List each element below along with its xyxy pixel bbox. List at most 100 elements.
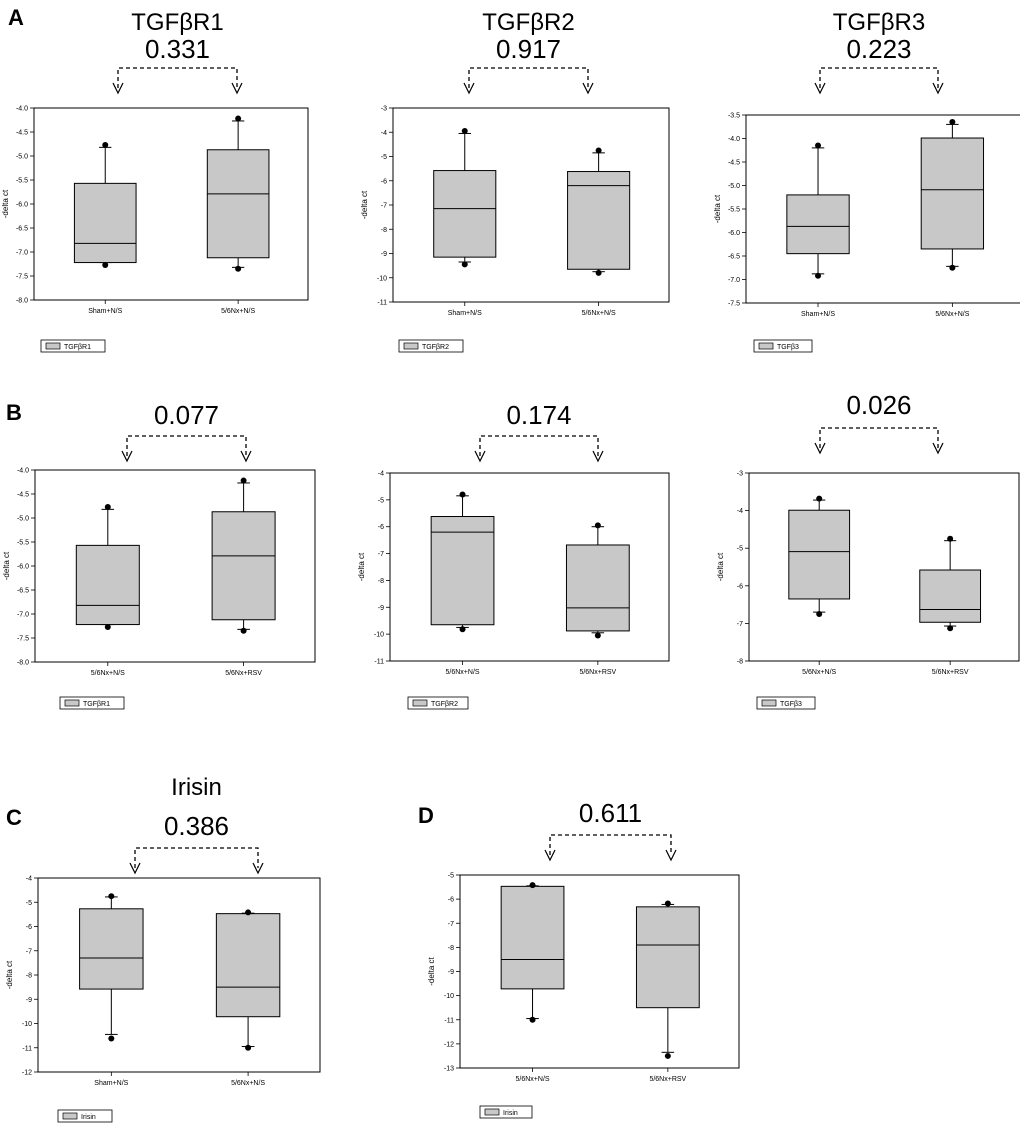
chart-1: TGFβR10.331-8.0-7.5-7.0-6.5-6.0-5.5-5.0-… xyxy=(1,9,309,353)
comparison-arrowhead-1 xyxy=(129,862,141,875)
y-tick-label: -4.0 xyxy=(728,136,740,143)
legend-swatch xyxy=(64,699,80,707)
panel-label-C: C xyxy=(6,805,22,830)
y-tick-label: -5 xyxy=(378,497,384,504)
x-tick-label: 5/6Nx+RSV xyxy=(649,1076,686,1083)
outlier-point xyxy=(461,128,468,135)
y-tick-label: -5.5 xyxy=(17,540,29,547)
comparison-arrowhead-1 xyxy=(814,442,826,455)
legend-label: Irisin xyxy=(81,1114,96,1121)
y-tick-label: -6 xyxy=(381,178,387,185)
legend-label: TGFβR1 xyxy=(83,701,110,708)
box-iqr xyxy=(920,137,985,250)
y-tick-label: -8 xyxy=(26,973,32,980)
comparison-arrowhead-1 xyxy=(121,450,133,463)
p-value-label: 0.917 xyxy=(496,34,561,64)
legend-swatch xyxy=(484,1108,500,1116)
y-tick-label: -5 xyxy=(448,873,454,880)
outlier-point xyxy=(102,141,109,148)
x-tick-label: 5/6Nx+N/S xyxy=(802,669,836,676)
y-tick-label: -11 xyxy=(22,1045,32,1052)
y-tick-label: -3.5 xyxy=(728,113,740,120)
y-tick-label: -6.0 xyxy=(17,564,29,571)
y-tick-label: -7.0 xyxy=(728,277,740,284)
box-iqr xyxy=(635,906,700,1009)
box-iqr xyxy=(430,516,495,626)
y-tick-label: -5.0 xyxy=(728,183,740,190)
y-tick-label: -4.0 xyxy=(16,106,28,113)
p-value-label: 0.174 xyxy=(506,400,571,430)
outlier-point xyxy=(815,142,822,149)
y-tick-label: -9 xyxy=(448,969,454,976)
y-tick-label: -7 xyxy=(26,948,32,955)
y-tick-label: -8 xyxy=(737,659,743,666)
y-tick-label: -4.5 xyxy=(16,130,28,137)
y-axis-label: -delta ct xyxy=(360,190,369,219)
outlier-point xyxy=(108,893,115,900)
comparison-arrowhead-1 xyxy=(814,82,826,95)
chart-8: 0.611 -13 -12 -11 -10 -9 -8 -7 -6 -5 -delta ct 5/6N… xyxy=(427,798,740,1119)
x-tick-label: 5/6Nx+RSV xyxy=(579,669,616,676)
box-iqr xyxy=(75,544,140,626)
box-iqr xyxy=(567,171,631,270)
outlier-point xyxy=(947,535,954,542)
outlier-point xyxy=(595,147,602,154)
y-axis-label: -delta ct xyxy=(2,551,11,580)
legend-swatch xyxy=(403,342,419,350)
chart-5: 0.174 -11 -10 -9 -8 -7 -6 -5 -4 -delta ct 5/6Nx+N/… xyxy=(357,400,670,710)
y-tick-label: -7.5 xyxy=(16,274,28,281)
outlier-point xyxy=(102,261,109,268)
comparison-arrowhead-2 xyxy=(582,82,594,95)
outlier-point xyxy=(235,265,242,272)
p-value-label: 0.026 xyxy=(846,390,911,420)
chart-6: 0.026 -8 -7 -6 -5 -4 -3 -delta ct 5/6Nx+N/S 5/6Nx… xyxy=(716,390,1020,710)
legend-label: TGFβR2 xyxy=(431,701,458,708)
p-value-label: 0.077 xyxy=(154,400,219,430)
box-iqr xyxy=(565,544,630,632)
outlier-point xyxy=(594,632,601,639)
y-tick-label: -8 xyxy=(448,945,454,952)
plot-frame xyxy=(748,472,1020,662)
outlier-point xyxy=(245,1044,252,1051)
y-axis-label: -delta ct xyxy=(1,189,10,218)
outlier-point xyxy=(949,264,956,271)
y-tick-label: -12 xyxy=(22,1070,32,1077)
outlier-point xyxy=(595,269,602,276)
comparison-arrowhead-2 xyxy=(665,849,677,862)
y-tick-label: -10 xyxy=(22,1021,32,1028)
y-tick-label: -4.0 xyxy=(17,468,29,475)
y-tick-label: -6 xyxy=(448,897,454,904)
y-tick-label: -6.5 xyxy=(17,588,29,595)
y-tick-label: -6 xyxy=(26,924,32,931)
y-tick-label: -5 xyxy=(737,546,743,553)
outlier-point xyxy=(816,495,823,502)
y-tick-label: -7 xyxy=(381,203,387,210)
outlier-point xyxy=(240,477,247,484)
legend-label: TGFβ3 xyxy=(777,344,799,351)
chart-title: TGFβR3 xyxy=(833,9,925,36)
comparison-arrowhead-2 xyxy=(240,450,252,463)
y-axis-label: -delta ct xyxy=(5,960,14,989)
y-tick-label: -13 xyxy=(444,1066,454,1073)
box-iqr xyxy=(215,913,281,1018)
y-tick-label: -9 xyxy=(26,997,32,1004)
y-tick-label: -5 xyxy=(381,154,387,161)
box-iqr xyxy=(73,182,137,264)
y-tick-label: -3 xyxy=(737,471,743,478)
x-tick-label: 5/6Nx+N/S xyxy=(582,310,616,317)
y-tick-label: -6.0 xyxy=(16,202,28,209)
comparison-arrowhead-2 xyxy=(592,450,604,463)
outlier-point xyxy=(459,626,466,633)
legend-label: TGFβR2 xyxy=(422,344,449,351)
outlier-point xyxy=(664,1052,671,1059)
x-tick-label: Sham+N/S xyxy=(94,1080,128,1087)
y-tick-label: -7 xyxy=(448,921,454,928)
outlier-point xyxy=(949,119,956,126)
comparison-arrowhead-2 xyxy=(231,82,243,95)
comparison-arrowhead-2 xyxy=(932,442,944,455)
y-tick-label: -4.5 xyxy=(17,492,29,499)
y-tick-label: -12 xyxy=(444,1041,454,1048)
plot-frame xyxy=(389,472,670,662)
